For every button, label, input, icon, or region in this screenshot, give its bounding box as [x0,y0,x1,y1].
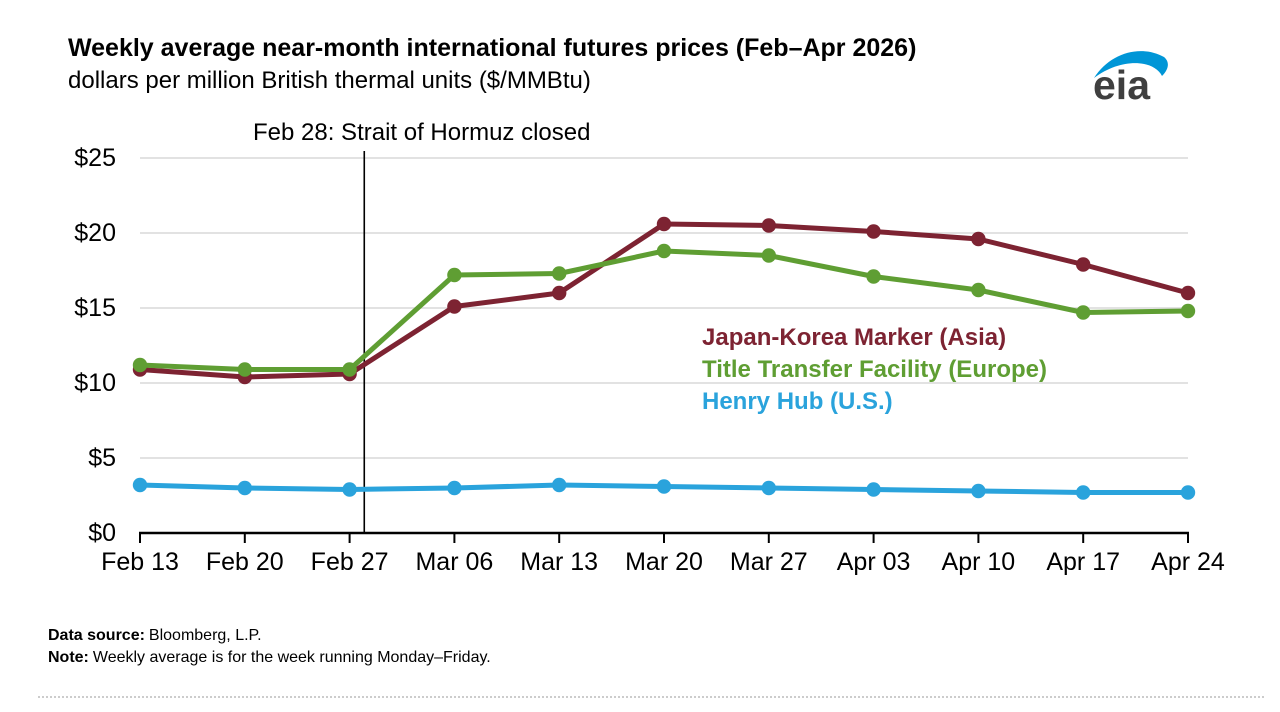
series-point-2-Mar 13 [552,477,567,493]
bottom-separator [38,696,1264,698]
series-point-0-Mar 13 [552,285,567,301]
x-tick-label: Apr 03 [836,548,911,576]
series-point-1-Apr 10 [971,282,986,298]
event-annotation-label: Feb 28: Strait of Hormuz closed [253,119,591,146]
series-point-2-Apr 24 [1180,485,1196,500]
series-point-2-Feb 13 [132,477,148,493]
series-point-2-Mar 06 [447,480,462,496]
series-point-1-Mar 27 [761,248,776,263]
series-point-2-Apr 10 [971,483,986,499]
series-point-2-Apr 03 [866,482,881,497]
note-line: Note: Weekly average is for the week runn… [48,647,491,669]
series-point-1-Apr 03 [866,269,881,284]
x-tick-label: Mar 13 [520,548,599,576]
legend-item: Henry Hub (U.S.) [702,388,893,415]
eia-logo-text: eia [1093,62,1151,104]
note-value: Weekly average is for the week running M… [92,649,491,666]
x-tick-label: Feb 13 [101,548,179,576]
series-point-2-Feb 20 [237,480,252,496]
x-tick-label: Feb 20 [205,548,284,576]
x-tick-label: Mar 27 [729,548,808,576]
x-tick-label: Apr 24 [1151,548,1225,576]
eia-logo-swoosh-icon [1094,51,1168,78]
page-subtitle: dollars per million British thermal unit… [68,67,591,94]
data-source-line: Data source: Bloomberg, L.P. [48,625,491,647]
x-tick-label: Apr 10 [941,548,1016,576]
series-point-0-Apr 10 [971,231,986,247]
series-point-0-Mar 06 [447,299,462,314]
series-point-1-Apr 24 [1180,303,1196,319]
y-tick-label: $10 [74,369,116,397]
legend-item: Title Transfer Facility (Europe) [702,356,1047,383]
series-point-1-Feb 13 [132,357,148,373]
series-point-1-Mar 06 [447,267,462,283]
series-point-2-Apr 17 [1076,485,1091,500]
y-axis-labels: $0 $5 $10 $15 $20 $25 [0,0,116,712]
series-point-0-Mar 27 [761,218,776,233]
chart-legend: Japan-Korea Marker (Asia) Title Transfer … [702,322,1047,418]
series-point-2-Feb 27 [342,482,357,497]
y-tick-label: $0 [88,519,116,547]
series-point-1-Feb 27 [342,362,357,377]
footer-notes: Data source: Bloomberg, L.P. Note: Weekly … [48,625,491,669]
data-source-value: Bloomberg, L.P. [148,627,262,644]
series-point-2-Mar 27 [761,480,776,496]
series-point-1-Feb 20 [237,362,252,377]
y-tick-label: $15 [74,294,116,322]
x-tick-label: Apr 17 [1046,548,1121,576]
data-source-label: Data source: [48,627,145,644]
page-title: Weekly average near-month international … [68,34,917,62]
series-point-1-Mar 20 [656,243,672,259]
series-point-1-Apr 17 [1076,305,1091,320]
series-point-0-Apr 17 [1076,257,1091,272]
series-point-0-Apr 03 [866,224,881,239]
eia-logo-graphic: eia [1093,51,1168,108]
y-tick-label: $25 [74,144,116,172]
series-point-1-Mar 13 [552,266,567,281]
series-point-0-Apr 24 [1180,285,1196,301]
series-point-0-Mar 20 [656,216,672,232]
eia-logo: eia [1092,44,1172,108]
y-tick-label: $20 [74,219,116,247]
x-tick-label: Mar 20 [625,548,703,576]
legend-item: Japan-Korea Marker (Asia) [702,324,1007,351]
x-tick-label: Mar 06 [415,548,494,576]
y-tick-label: $5 [88,444,116,472]
note-label: Note: [48,649,89,666]
x-tick-label: Feb 27 [310,548,389,576]
series-point-2-Mar 20 [656,479,672,494]
